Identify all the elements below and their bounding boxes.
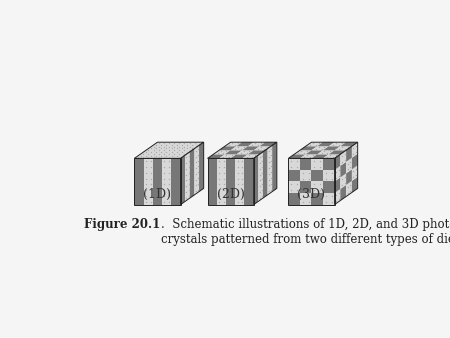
- Polygon shape: [352, 142, 358, 158]
- Polygon shape: [323, 159, 334, 170]
- Polygon shape: [144, 159, 153, 204]
- Polygon shape: [207, 154, 225, 159]
- Polygon shape: [311, 146, 329, 150]
- Polygon shape: [180, 155, 185, 204]
- Polygon shape: [317, 142, 334, 146]
- Polygon shape: [294, 150, 311, 154]
- Polygon shape: [346, 146, 352, 162]
- Polygon shape: [225, 142, 242, 146]
- Polygon shape: [242, 146, 260, 150]
- Polygon shape: [263, 149, 268, 198]
- Polygon shape: [226, 159, 235, 204]
- Polygon shape: [323, 170, 334, 182]
- Polygon shape: [236, 150, 254, 154]
- Polygon shape: [334, 166, 340, 182]
- Polygon shape: [185, 152, 190, 201]
- Polygon shape: [272, 142, 277, 192]
- Text: .  Schematic illustrations of 1D, 2D, and 3D photonic
crystals patterned from tw: . Schematic illustrations of 1D, 2D, and…: [161, 218, 450, 246]
- Polygon shape: [300, 159, 311, 170]
- Polygon shape: [300, 170, 311, 182]
- Polygon shape: [219, 146, 236, 150]
- Polygon shape: [329, 150, 346, 154]
- Polygon shape: [352, 177, 358, 192]
- Polygon shape: [288, 182, 300, 193]
- Polygon shape: [300, 193, 311, 204]
- Polygon shape: [135, 142, 204, 159]
- Polygon shape: [288, 170, 300, 182]
- Polygon shape: [230, 154, 248, 159]
- Polygon shape: [334, 177, 340, 193]
- Polygon shape: [225, 150, 242, 154]
- Polygon shape: [300, 182, 311, 193]
- Polygon shape: [288, 154, 306, 159]
- Polygon shape: [258, 152, 263, 201]
- Polygon shape: [213, 150, 230, 154]
- Polygon shape: [323, 146, 340, 150]
- Polygon shape: [323, 182, 334, 193]
- Polygon shape: [244, 159, 254, 204]
- Polygon shape: [248, 150, 265, 154]
- Text: (2D): (2D): [217, 188, 244, 201]
- Polygon shape: [236, 142, 254, 146]
- Polygon shape: [306, 142, 323, 146]
- Polygon shape: [235, 159, 244, 204]
- Polygon shape: [346, 181, 352, 196]
- Polygon shape: [323, 193, 334, 204]
- Polygon shape: [311, 154, 329, 159]
- Text: (3D): (3D): [297, 188, 325, 201]
- Polygon shape: [311, 170, 323, 182]
- Polygon shape: [260, 142, 277, 146]
- Polygon shape: [340, 162, 346, 177]
- Polygon shape: [334, 189, 340, 204]
- Polygon shape: [254, 146, 271, 150]
- Polygon shape: [340, 142, 358, 146]
- Polygon shape: [248, 142, 265, 146]
- Text: Figure 20.1: Figure 20.1: [84, 218, 161, 231]
- Polygon shape: [329, 142, 346, 146]
- Polygon shape: [190, 149, 194, 198]
- Polygon shape: [199, 142, 204, 192]
- Polygon shape: [135, 159, 144, 204]
- Polygon shape: [207, 159, 217, 204]
- Polygon shape: [323, 154, 340, 159]
- Polygon shape: [334, 146, 352, 150]
- Polygon shape: [242, 154, 260, 159]
- Polygon shape: [311, 159, 323, 170]
- Polygon shape: [194, 145, 199, 195]
- Polygon shape: [217, 159, 226, 204]
- Polygon shape: [300, 154, 317, 159]
- Polygon shape: [334, 154, 340, 170]
- Polygon shape: [171, 159, 180, 204]
- Polygon shape: [340, 185, 346, 200]
- Polygon shape: [346, 169, 352, 185]
- Polygon shape: [340, 173, 346, 189]
- Polygon shape: [219, 154, 236, 159]
- Polygon shape: [153, 159, 162, 204]
- Polygon shape: [317, 150, 334, 154]
- Polygon shape: [306, 150, 323, 154]
- Polygon shape: [352, 165, 358, 181]
- Polygon shape: [254, 155, 258, 204]
- Polygon shape: [268, 145, 272, 195]
- Polygon shape: [352, 154, 358, 169]
- Polygon shape: [288, 159, 300, 170]
- Polygon shape: [346, 158, 352, 173]
- Polygon shape: [288, 193, 300, 204]
- Polygon shape: [340, 150, 346, 166]
- Polygon shape: [162, 159, 171, 204]
- Text: (1D): (1D): [144, 188, 171, 201]
- Polygon shape: [311, 193, 323, 204]
- Polygon shape: [300, 146, 317, 150]
- Polygon shape: [230, 146, 248, 150]
- Polygon shape: [311, 182, 323, 193]
